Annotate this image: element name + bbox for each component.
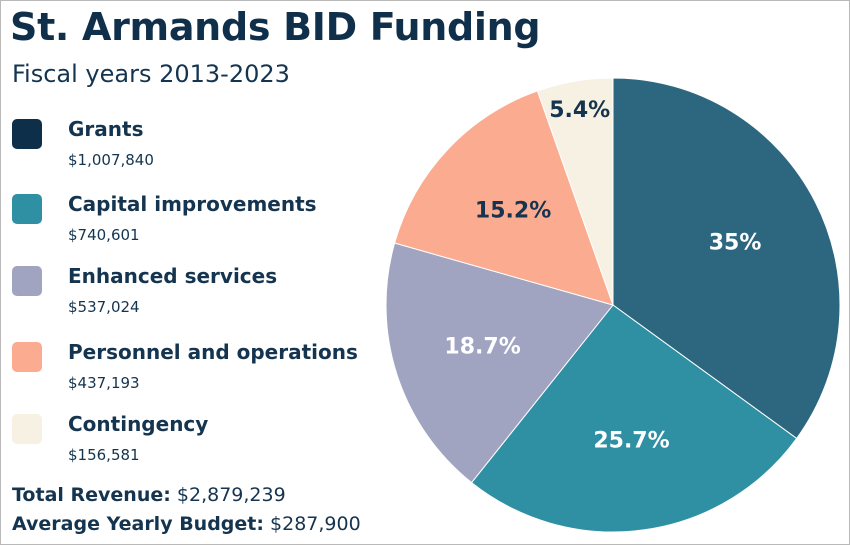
legend-label: Personnel and operations	[68, 340, 358, 364]
legend-amount: $156,581	[68, 446, 140, 464]
pie-slice-contingency	[536, 77, 614, 306]
average-yearly-budget-label: Average Yearly Budget:	[12, 513, 264, 535]
legend-swatch-personnel-and-operations	[12, 342, 42, 372]
legend-label: Contingency	[68, 412, 209, 436]
pie-slices	[385, 77, 841, 533]
legend-amount: $437,193	[68, 374, 140, 392]
legend-item-enhanced-services: Enhanced services $537,024	[12, 262, 392, 322]
pie-slice-personnel-and-operations	[394, 90, 614, 306]
legend-swatch-capital-improvements	[12, 194, 42, 224]
pie-label-contingency: 5.4%	[549, 98, 610, 123]
average-yearly-budget: Average Yearly Budget: $287,900	[12, 513, 361, 535]
average-yearly-budget-value: $287,900	[270, 513, 361, 535]
legend-amount: $1,007,840	[68, 151, 154, 169]
legend-label: Capital improvements	[68, 192, 317, 216]
pie-labels: 35% 25.7% 18.7% 15.2% 5.4%	[444, 98, 762, 453]
pie-label-personnel-and-operations: 15.2%	[475, 199, 551, 224]
legend-item-grants: Grants $1,007,840	[12, 115, 392, 175]
legend-amount: $740,601	[68, 226, 140, 244]
legend-label: Grants	[68, 117, 144, 141]
legend-swatch-contingency	[12, 414, 42, 444]
total-revenue-label: Total Revenue:	[12, 484, 171, 506]
legend-item-contingency: Contingency $156,581	[12, 410, 392, 470]
chart-subtitle: Fiscal years 2013-2023	[12, 60, 290, 88]
pie-label-enhanced-services: 18.7%	[444, 334, 520, 359]
total-revenue-value: $2,879,239	[176, 484, 286, 506]
legend-amount: $537,024	[68, 298, 140, 316]
legend-swatch-enhanced-services	[12, 266, 42, 296]
pie-label-capital-improvements: 25.7%	[593, 428, 669, 453]
legend-label: Enhanced services	[68, 264, 278, 288]
pie-slice-capital-improvements	[470, 304, 798, 533]
total-revenue: Total Revenue: $2,879,239	[12, 484, 286, 506]
chart-title: St. Armands BID Funding	[10, 5, 541, 49]
pie-slice-enhanced-services	[385, 242, 614, 484]
legend-item-capital-improvements: Capital improvements $740,601	[12, 190, 392, 250]
pie-slice-grants	[612, 77, 841, 440]
legend-item-personnel-and-operations: Personnel and operations $437,193	[12, 338, 392, 398]
pie-label-grants: 35%	[709, 230, 762, 255]
legend-swatch-grants	[12, 119, 42, 149]
